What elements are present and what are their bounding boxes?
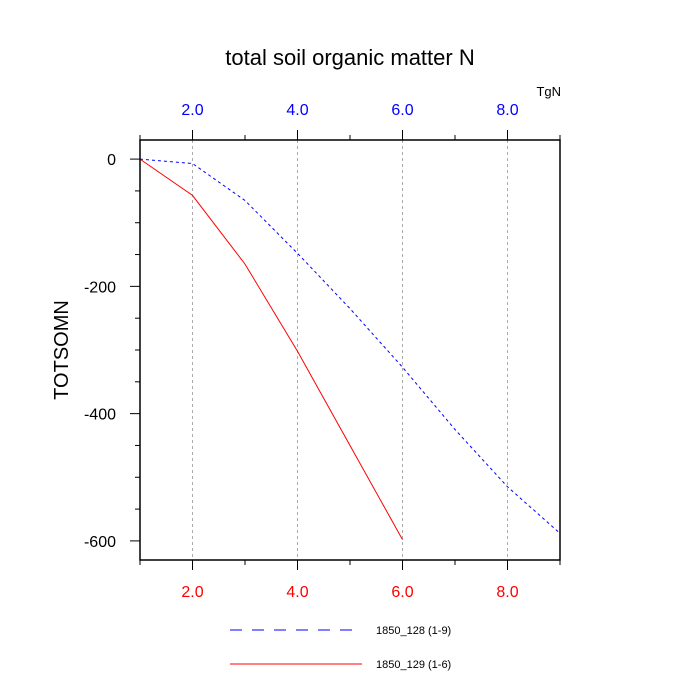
y-axis-label: TOTSOMN [51,300,73,400]
y-tick-label: -600 [84,534,116,551]
legend: 1850_128 (1-9) 1850_129 (1-6) [230,625,451,671]
top-x-tick-label: 6.0 [391,102,413,119]
series-line-1 [139,158,403,540]
bottom-x-tick-label: 6.0 [391,584,413,601]
y-tick-label: -400 [84,407,116,424]
bottom-x-tick-label: 8.0 [496,584,518,601]
tick-labels: 2.0 2.0 4.0 4.0 6.0 6.0 8.0 8.0 0 -200 -400 -600 [84,102,519,601]
chart-title: total soil organic matter N [225,45,474,70]
series-layer [139,158,561,540]
top-x-tick-label: 4.0 [286,102,308,119]
y-tick-label: -200 [84,279,116,296]
legend-label-1: 1850_129 (1-6) [376,659,451,671]
top-x-tick-label: 8.0 [496,102,518,119]
legend-label-0: 1850_128 (1-9) [376,625,451,637]
y-tick-label: 0 [107,152,116,169]
plot-frame [139,139,561,561]
top-x-tick-label: 2.0 [181,102,203,119]
axis-ticks [130,130,561,570]
grid-lines [192,140,508,560]
bottom-x-tick-label: 2.0 [181,584,203,601]
bottom-x-tick-label: 4.0 [286,584,308,601]
unit-label: TgN [536,84,561,99]
series-line-0 [139,158,561,534]
